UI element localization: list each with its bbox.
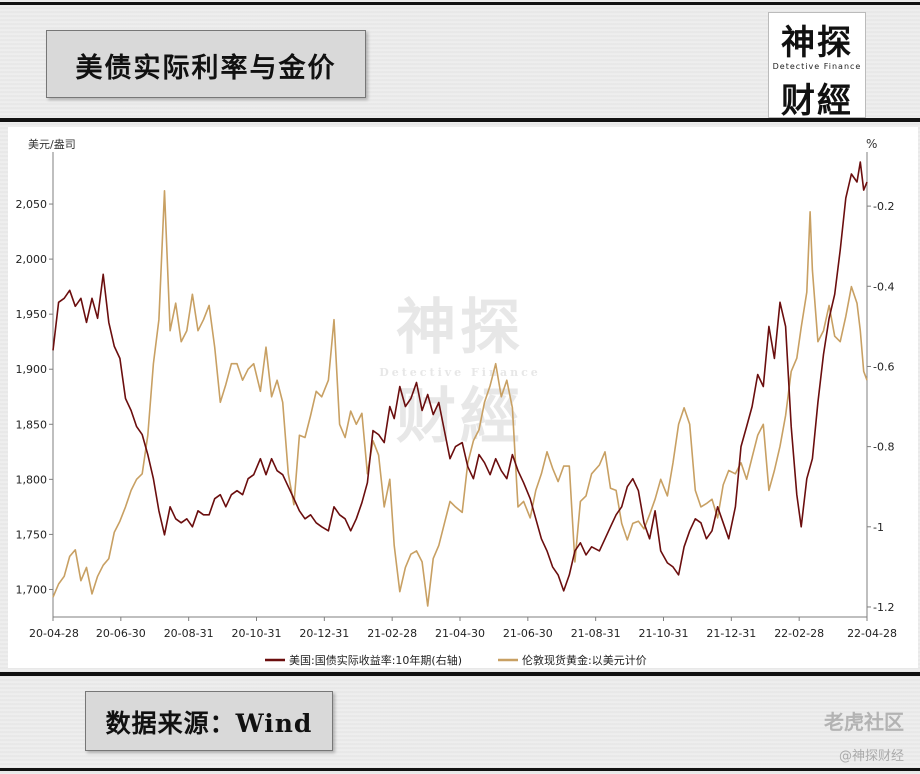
left-axis-label: 美元/盎司 [28, 137, 76, 151]
x-tick-label: 20-08-31 [164, 627, 214, 640]
corner-mark: 老虎社区 [824, 710, 904, 734]
x-tick-label: 22-04-28 [847, 627, 897, 640]
x-tick-label: 20-06-30 [96, 627, 146, 640]
legend-real-rate-label: 美国:国债实际收益率:10年期(右轴) [289, 653, 462, 667]
x-tick-label: 21-04-30 [435, 627, 485, 640]
right-tick-label: -1.2 [873, 601, 894, 614]
left-tick-label: 1,900 [16, 363, 48, 376]
series-lines [52, 161, 868, 607]
header-rule [0, 118, 920, 122]
chart-panel [8, 127, 918, 668]
gold-price-line [52, 190, 868, 607]
x-tick-label: 21-06-30 [503, 627, 553, 640]
watermark-bottom-text: 财經 [396, 382, 524, 452]
right-tick-label: -1 [873, 521, 884, 534]
source-text: 数据来源：Wind [105, 709, 313, 738]
right-axis-label: % [866, 137, 877, 151]
left-tick-label: 1,700 [16, 583, 48, 596]
right-tick-label: -0.4 [873, 280, 894, 293]
brand-logo: 神探 Detective Finance 财經 [768, 12, 866, 121]
left-tick-label: 1,850 [16, 418, 48, 431]
x-tick-label: 21-10-31 [639, 627, 689, 640]
right-tick-label: -0.8 [873, 441, 894, 454]
logo-top-text: 神探 [781, 23, 853, 63]
right-tick-label: -0.6 [873, 360, 894, 373]
page-title: 美债实际利率与金价 [75, 53, 337, 84]
footer-rule [0, 672, 920, 676]
left-tick-label: 2,000 [16, 253, 48, 266]
legend: 美国:国债实际收益率:10年期(右轴) 伦敦现货黄金:以美元计价 [265, 653, 647, 667]
left-tick-label: 1,950 [16, 308, 48, 321]
x-tick-label: 20-12-31 [299, 627, 349, 640]
real-rate-line [52, 161, 868, 592]
x-tick-label: 20-04-28 [29, 627, 79, 640]
bottom-rule [0, 768, 920, 771]
right-tick-label: -0.2 [873, 200, 894, 213]
legend-gold-price-label: 伦敦现货黄金:以美元计价 [522, 653, 647, 667]
watermark: 神探 Detective Finance 财經 [370, 290, 550, 460]
logo-bottom-text: 财經 [781, 81, 853, 121]
logo-middle-text: Detective Finance [772, 62, 862, 71]
axes-group: 1,700 1,750 1,800 1,850 1,900 1,950 2,000 2,050… [16, 152, 897, 640]
source-box: 数据来源：Wind [85, 691, 333, 751]
x-tick-label: 21-08-31 [571, 627, 621, 640]
top-rule [0, 2, 920, 5]
title-box: 美债实际利率与金价 [46, 30, 366, 98]
left-tick-label: 1,800 [16, 473, 48, 486]
x-tick-label: 21-02-28 [367, 627, 417, 640]
x-tick-label: 21-12-31 [706, 627, 756, 640]
corner-handle: @神探财经 [838, 749, 904, 764]
x-tick-label: 20-10-31 [232, 627, 282, 640]
left-tick-label: 1,750 [16, 528, 48, 541]
left-tick-label: 2,050 [16, 198, 48, 211]
x-tick-label: 22-02-28 [774, 627, 824, 640]
watermark-top-text: 神探 [396, 293, 524, 363]
